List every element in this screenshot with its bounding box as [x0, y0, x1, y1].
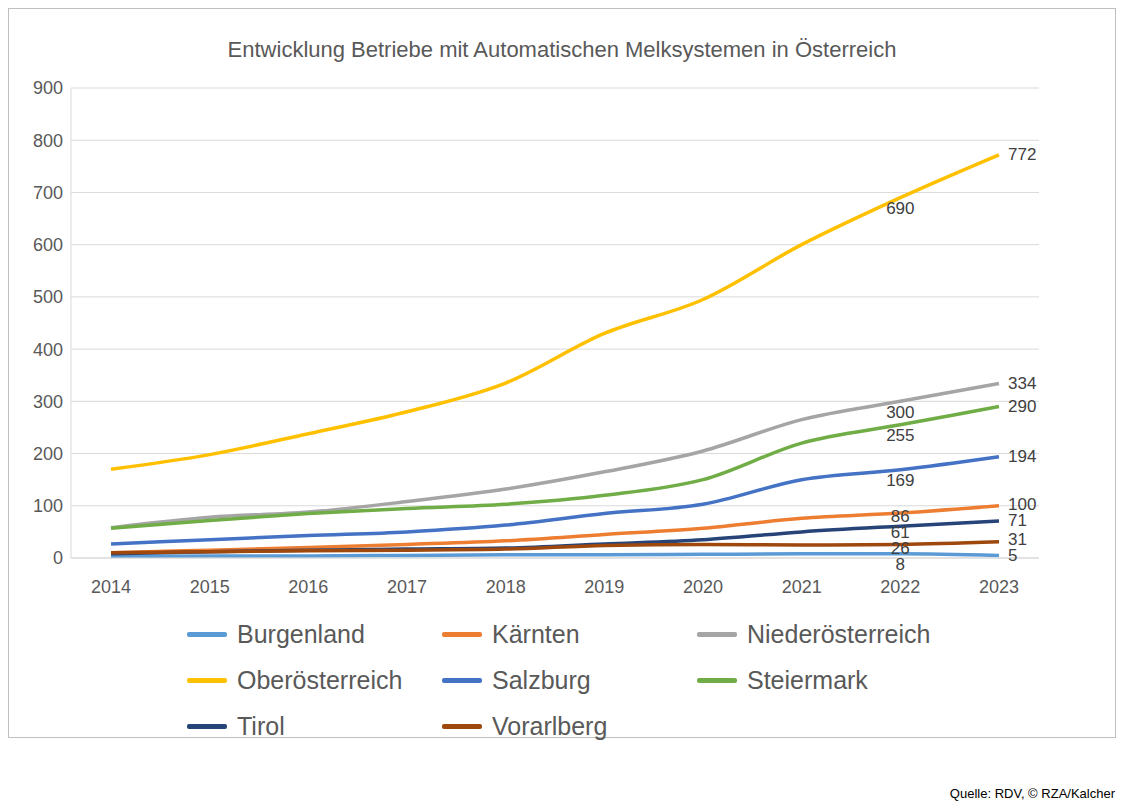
svg-text:169: 169: [886, 471, 914, 490]
svg-text:26: 26: [891, 539, 910, 558]
svg-text:61: 61: [890, 523, 910, 543]
svg-text:400: 400: [33, 340, 63, 360]
html-text:Oberösterreich: Oberösterreich: [237, 665, 403, 694]
svg-text:200: 200: [33, 444, 63, 464]
svg-text:2015: 2015: [190, 577, 230, 597]
html-text:Kärnten: Kärnten: [492, 619, 580, 648]
svg-text:31: 31: [1008, 530, 1027, 549]
svg-text:800: 800: [33, 131, 63, 151]
svg-text:2019: 2019: [584, 577, 624, 597]
svg-text:600: 600: [33, 235, 63, 255]
svg-text:300: 300: [33, 392, 63, 412]
svg-text:2014: 2014: [91, 577, 131, 597]
svg-text:5: 5: [1008, 545, 1018, 565]
svg-text:86: 86: [890, 507, 910, 527]
svg-text:2018: 2018: [486, 577, 526, 597]
svg-text:2022: 2022: [880, 577, 920, 597]
html-text:Niederösterreich: Niederösterreich: [747, 619, 931, 648]
svg-text:334: 334: [1008, 374, 1036, 393]
svg-text:2017: 2017: [387, 577, 427, 597]
html-text:Entwicklung Betriebe mit Autom: Entwicklung Betriebe mit Automatischen M…: [227, 37, 897, 62]
svg-text:2020: 2020: [683, 577, 723, 597]
svg-text:194: 194: [1008, 447, 1036, 466]
svg-text:0: 0: [53, 548, 63, 568]
svg-text:2016: 2016: [288, 577, 328, 597]
html-text:Salzburg: Salzburg: [492, 665, 591, 694]
svg-text:300: 300: [886, 403, 914, 422]
html-text:Steiermark: Steiermark: [747, 665, 868, 694]
svg-text:500: 500: [33, 287, 63, 307]
html-text:Tirol: Tirol: [237, 711, 285, 740]
svg-text:255: 255: [886, 426, 914, 445]
html-text:Burgenland: Burgenland: [237, 619, 365, 648]
svg-text:71: 71: [1008, 511, 1027, 530]
svg-text:2023: 2023: [979, 577, 1019, 597]
html-text:Vorarlberg: Vorarlberg: [492, 711, 608, 740]
html-text:Quelle: RDV, © RZA/Kalcher: Quelle: RDV, © RZA/Kalcher: [949, 786, 1115, 801]
svg-text:8: 8: [895, 555, 906, 575]
svg-text:700: 700: [33, 183, 63, 203]
svg-text:2021: 2021: [782, 577, 822, 597]
svg-text:100: 100: [1008, 495, 1037, 515]
svg-text:100: 100: [33, 496, 63, 516]
svg-text:290: 290: [1008, 397, 1036, 416]
svg-text:690: 690: [886, 199, 914, 218]
svg-text:772: 772: [1008, 145, 1036, 164]
svg-text:900: 900: [33, 78, 63, 98]
